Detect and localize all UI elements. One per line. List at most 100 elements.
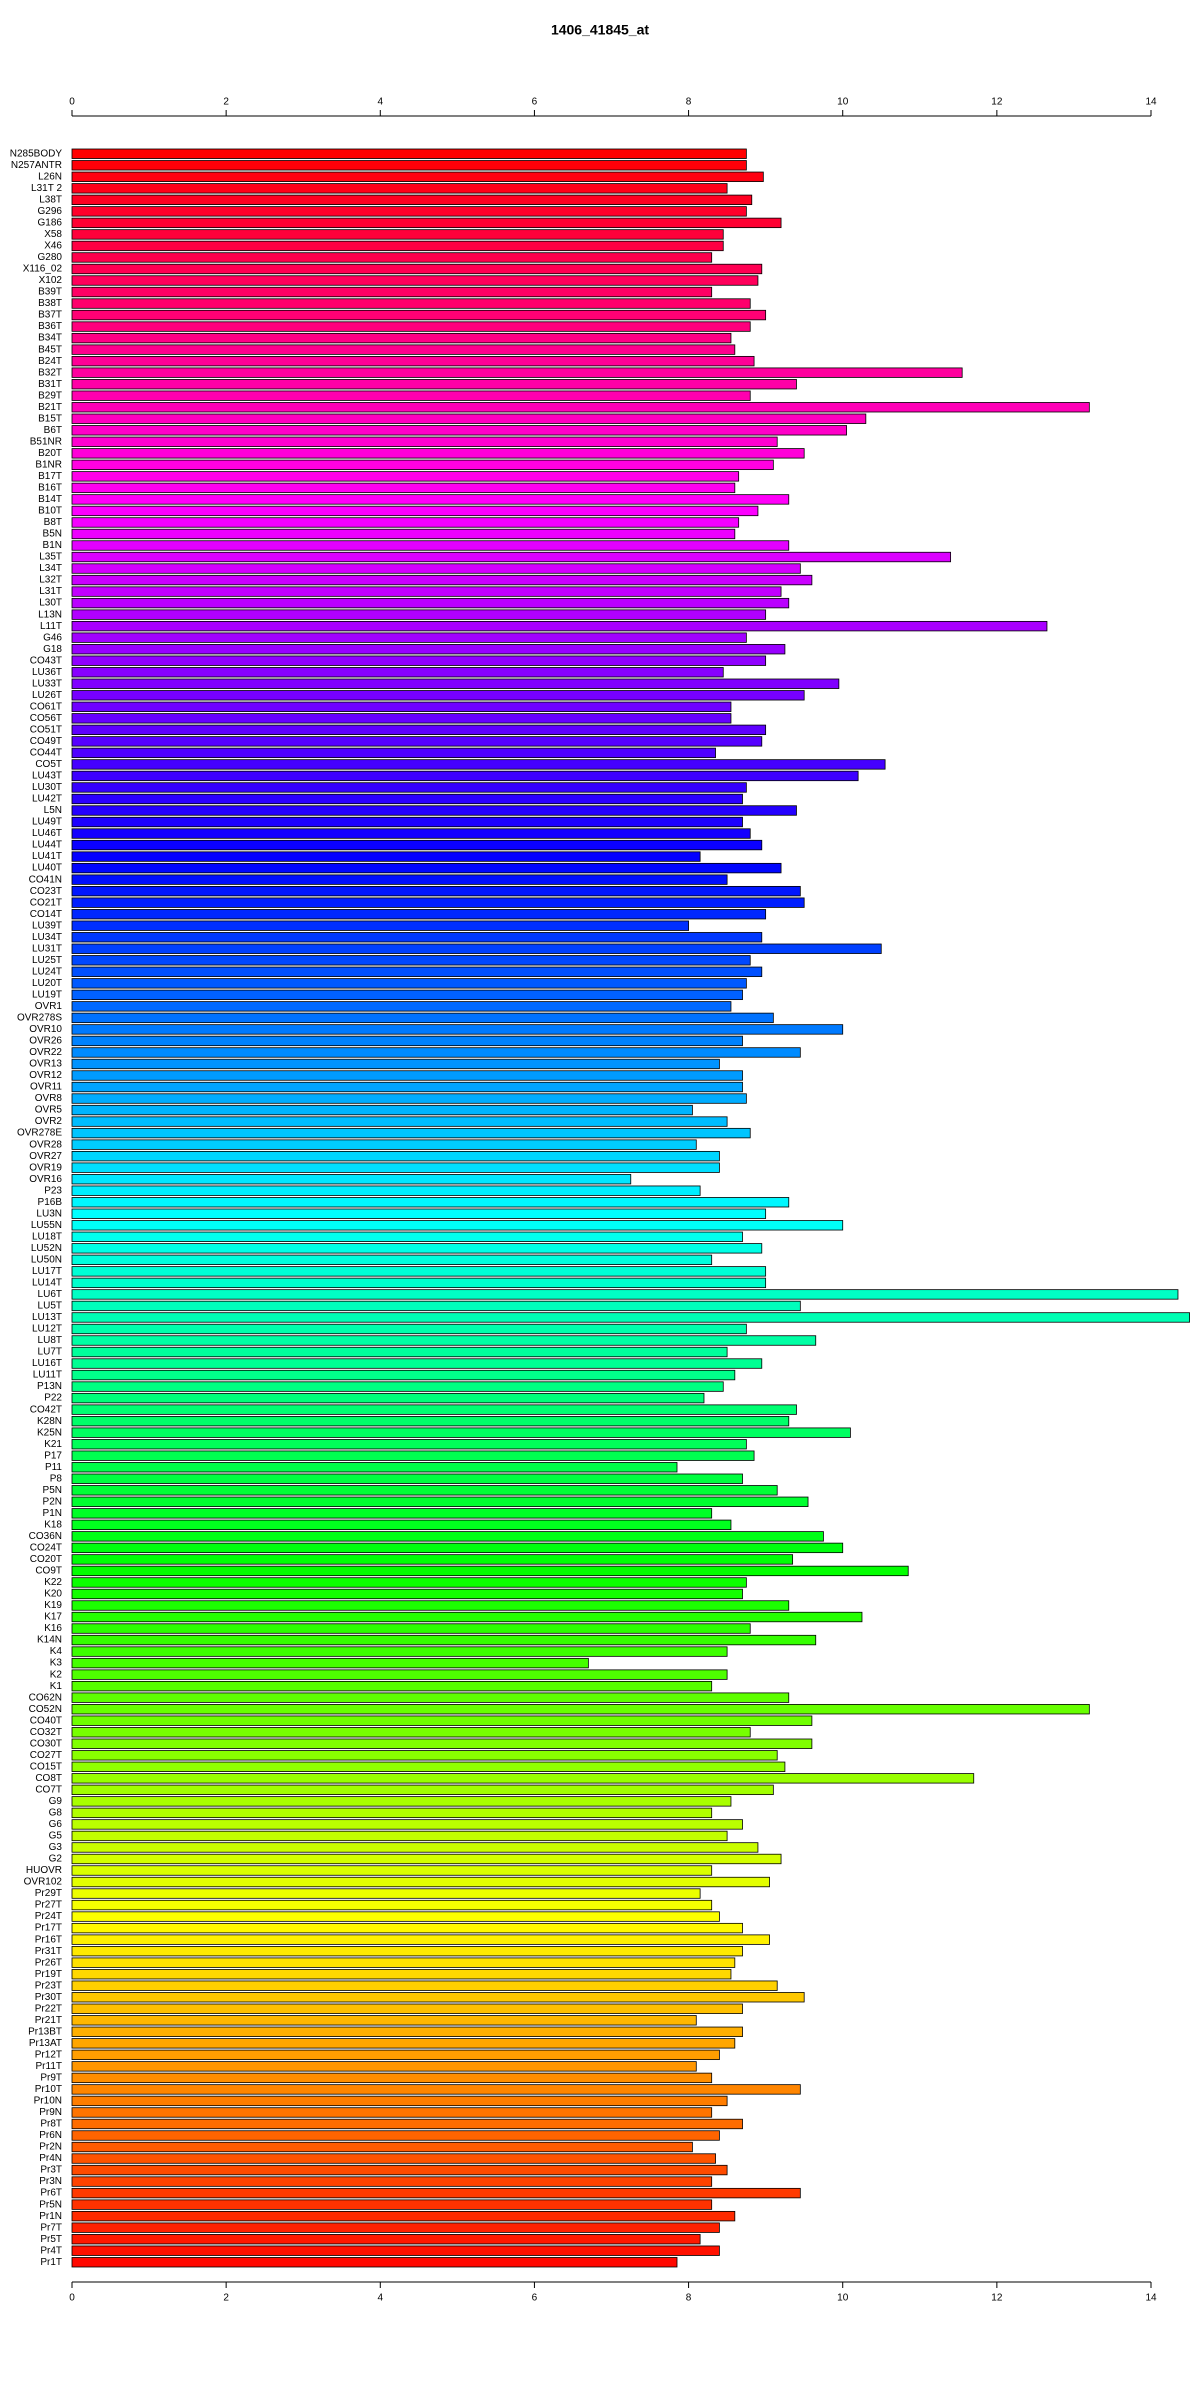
y-tick-label: L32T [39,575,62,586]
bar [71,344,736,355]
x-tick-label: 12 [991,97,1003,108]
bar [71,1427,851,1438]
y-tick-label: OVR22 [29,1047,62,1058]
bar [71,1911,720,1922]
bar [71,1945,743,1957]
y-tick-label: B20T [38,448,62,459]
y-tick-label: Pr10T [35,2084,62,2095]
y-tick-label: Pr23T [35,1980,62,1991]
bar [71,1197,790,1208]
y-tick-label: K18 [44,1519,62,1530]
bar [71,1865,713,1876]
y-tick-label: LU25T [32,955,62,966]
y-tick-label: X102 [39,275,63,286]
bar [71,1243,763,1254]
x-tick-label: 10 [837,2293,849,2304]
y-tick-label: K20 [44,1589,62,1600]
y-tick-label: B14T [38,494,62,505]
y-tick-label: P16B [38,1197,63,1208]
y-tick-label: K3 [50,1658,63,1669]
bar [71,874,728,885]
y-tick-label: LU33T [32,678,62,689]
y-tick-label: HUOVR [26,1865,62,1876]
y-tick-label: L35T [39,552,62,563]
bar [71,1208,767,1219]
y-tick-label: CO32T [30,1727,62,1738]
y-tick-label: X116_02 [23,264,63,275]
bar [71,1473,743,1484]
bar [71,217,782,229]
bar [71,436,778,447]
y-tick-label: B37T [38,310,62,321]
y-tick-label: Pr1N [39,2211,62,2222]
y-tick-label: Pr13BT [28,2026,62,2037]
bar [71,644,786,655]
bar [71,989,743,1001]
y-tick-label: Pr1T [40,2257,62,2268]
bar [71,2130,720,2141]
bar [71,1174,632,1185]
y-tick-label: LU6T [38,1289,62,1300]
bar [71,1969,732,1980]
y-tick-label: B10T [38,506,62,517]
y-tick-label: B24T [38,356,62,367]
y-tick-label: L34T [39,563,62,574]
y-tick-label: OVR2 [35,1116,63,1127]
bar [71,1853,782,1865]
bar [71,448,805,459]
bar [71,1519,732,1531]
y-tick-label: L30T [39,598,62,609]
bar [71,851,701,862]
bar [71,2072,713,2084]
y-tick-label: G9 [49,1796,63,1807]
y-tick-label: K25N [37,1427,62,1438]
y-tick-label: LU40T [32,863,62,874]
y-tick-label: LU11T [33,1370,62,1381]
bar [71,690,805,701]
x-tick-label: 8 [686,2293,692,2304]
bar [71,805,797,816]
y-tick-label: OVR278S [17,1013,62,1024]
bar [71,747,716,759]
y-tick-label: B16T [38,483,62,494]
bar [71,229,724,240]
y-tick-label: OVR13 [29,1059,62,1070]
y-tick-label: CO9T [35,1566,62,1577]
y-tick-label: CO49T [30,736,62,747]
bar [71,828,751,839]
y-tick-label: LU42T [32,794,62,805]
bar [71,413,867,424]
y-tick-label: LU7T [38,1347,62,1358]
x-tick-label: 0 [69,2293,75,2304]
bar [71,2038,736,2049]
bar [71,390,751,401]
y-tick-label: OVR8 [35,1093,63,1104]
bar [71,1139,697,1150]
y-tick-label: LU36T [32,667,62,678]
bar [71,736,763,747]
y-tick-label: Pr31T [35,1946,62,1957]
y-tick-label: K16 [44,1623,62,1634]
bar [71,1992,805,2003]
bar [71,1830,728,1842]
bar [71,1150,720,1162]
bar [71,1058,720,1070]
y-tick-label: Pr29T [35,1888,62,1899]
y-tick-label: B8T [44,517,62,528]
y-tick-label: LU19T [32,989,62,1000]
y-tick-label: P23 [44,1185,62,1196]
bar [71,678,840,689]
bar [71,2118,743,2130]
y-tick-label: Pr3T [40,2165,62,2176]
y-tick-label: CO61T [30,701,62,712]
y-tick-label: L31T 2 [31,183,62,194]
bar [71,1565,909,1577]
y-tick-label: LU8T [38,1335,62,1346]
bar [71,978,747,989]
y-tick-label: Pr27T [35,1900,62,1911]
bar [71,1392,705,1404]
bar [71,1335,817,1346]
bar [71,2176,713,2187]
bar [71,332,732,344]
